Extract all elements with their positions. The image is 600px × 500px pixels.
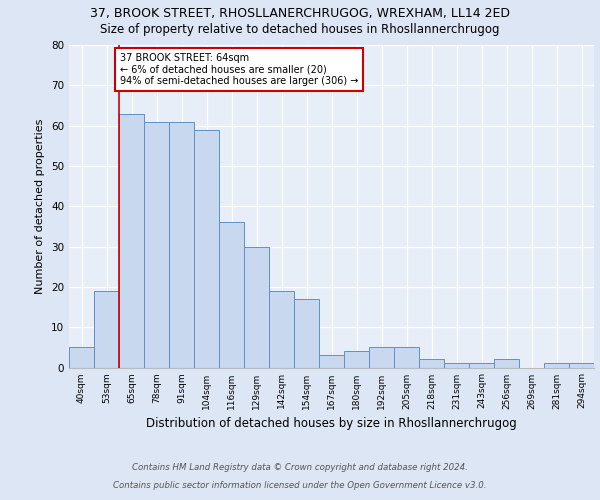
Bar bbox=[469, 364, 494, 368]
Bar bbox=[419, 360, 444, 368]
Text: 37 BROOK STREET: 64sqm
← 6% of detached houses are smaller (20)
94% of semi-deta: 37 BROOK STREET: 64sqm ← 6% of detached … bbox=[120, 53, 359, 86]
Bar bbox=[369, 348, 394, 368]
Bar bbox=[544, 364, 569, 368]
Bar bbox=[69, 348, 94, 368]
Bar bbox=[269, 291, 294, 368]
Bar bbox=[119, 114, 144, 368]
Text: Size of property relative to detached houses in Rhosllannerchrugog: Size of property relative to detached ho… bbox=[100, 22, 500, 36]
Text: 37, BROOK STREET, RHOSLLANERCHRUGOG, WREXHAM, LL14 2ED: 37, BROOK STREET, RHOSLLANERCHRUGOG, WRE… bbox=[90, 8, 510, 20]
Bar bbox=[94, 291, 119, 368]
Bar bbox=[219, 222, 244, 368]
Bar bbox=[319, 356, 344, 368]
Bar bbox=[169, 122, 194, 368]
Bar bbox=[344, 352, 369, 368]
Text: Contains HM Land Registry data © Crown copyright and database right 2024.: Contains HM Land Registry data © Crown c… bbox=[132, 464, 468, 472]
Bar bbox=[569, 364, 594, 368]
Y-axis label: Number of detached properties: Number of detached properties bbox=[35, 118, 46, 294]
Text: Contains public sector information licensed under the Open Government Licence v3: Contains public sector information licen… bbox=[113, 481, 487, 490]
Bar bbox=[194, 130, 219, 368]
X-axis label: Distribution of detached houses by size in Rhosllannerchrugog: Distribution of detached houses by size … bbox=[146, 417, 517, 430]
Bar bbox=[394, 348, 419, 368]
Bar bbox=[244, 246, 269, 368]
Bar bbox=[494, 360, 519, 368]
Bar bbox=[444, 364, 469, 368]
Bar bbox=[294, 299, 319, 368]
Bar bbox=[144, 122, 169, 368]
